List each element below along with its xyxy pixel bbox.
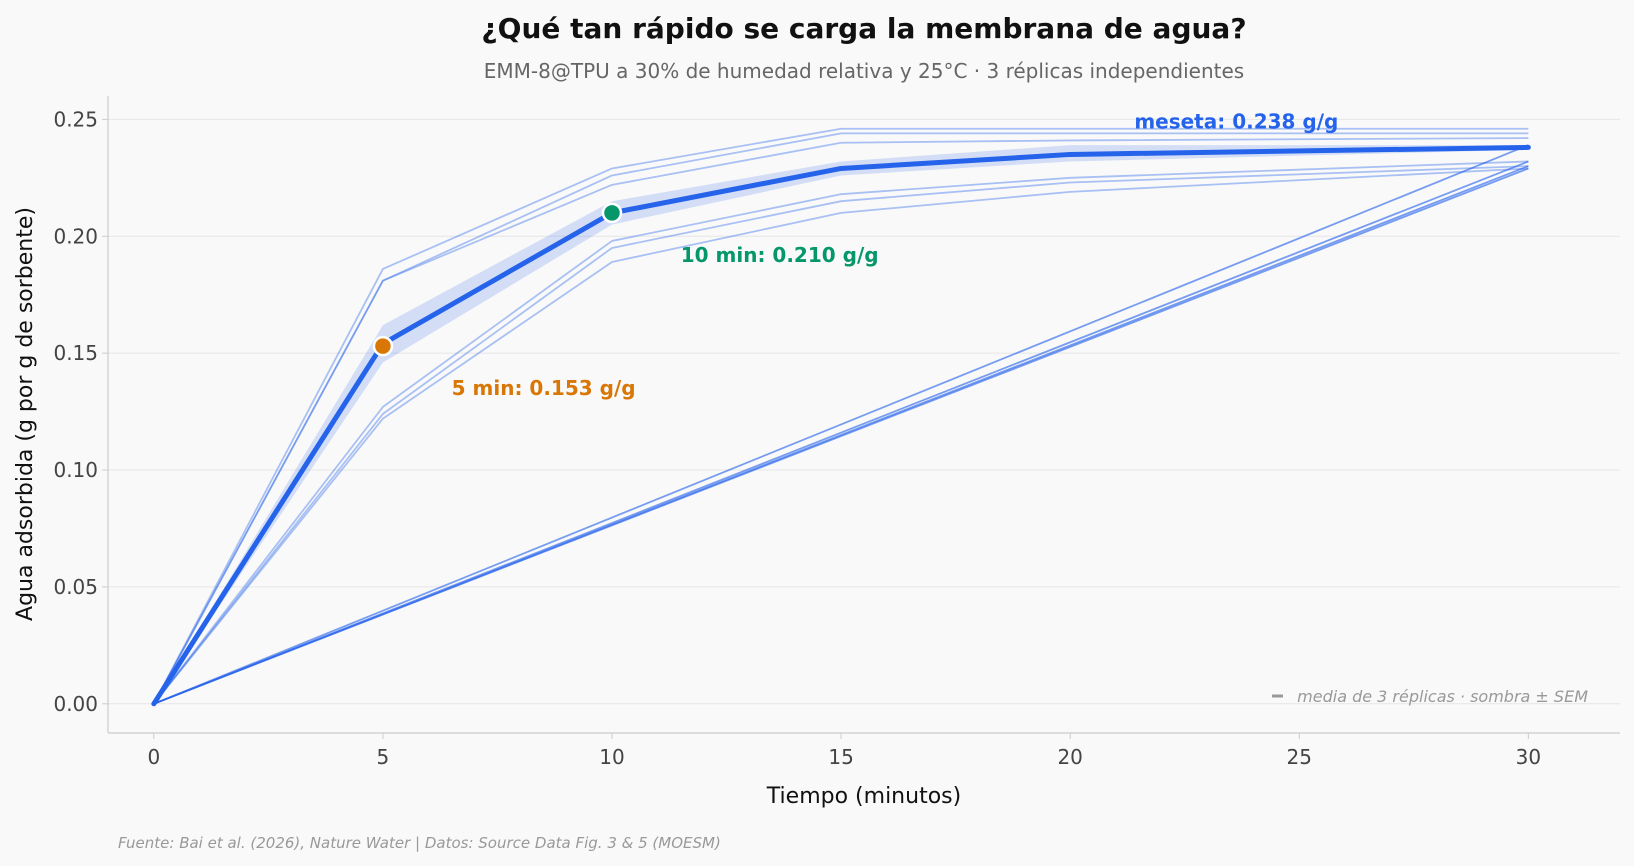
y-axis-label: Agua adsorbida (g por g de sorbente) — [13, 207, 38, 621]
chart-subtitle: EMM-8@TPU a 30% de humedad relativa y 25… — [484, 59, 1244, 83]
mean-line — [151, 144, 1531, 707]
plateau-label: meseta: 0.238 g/g — [1134, 110, 1338, 134]
y-tick-label: 0.25 — [53, 107, 98, 131]
legend-text: media de 3 réplicas · sombra ± SEM — [1297, 687, 1588, 706]
x-axis-label: Tiempo (minutos) — [766, 784, 961, 809]
x-tick-label: 30 — [1516, 745, 1541, 769]
replicate-trace — [153, 167, 1529, 705]
replicate-trace — [153, 144, 1529, 705]
replicate-trace — [153, 132, 1529, 705]
x-tick-label: 0 — [147, 745, 160, 769]
x-tick-label: 25 — [1287, 745, 1312, 769]
mean-layer — [151, 144, 1531, 707]
highlight-point — [372, 335, 394, 357]
x-tick-label: 20 — [1057, 745, 1082, 769]
y-tick-label: 0.00 — [53, 692, 98, 716]
sem-band — [153, 145, 1529, 704]
y-tick-label: 0.10 — [53, 458, 98, 482]
axes-layer: 0.00 0.05 0.10 0.15 0.20 0.25 0 5 10 15 20 25 30 — [53, 96, 1620, 769]
replicate-trace — [153, 167, 1529, 705]
replicate-trace — [153, 165, 1529, 705]
highlight-point — [601, 202, 623, 224]
traces-layer — [153, 127, 1529, 705]
sem-band-layer — [153, 145, 1529, 704]
y-tick-label: 0.15 — [53, 341, 98, 365]
highlight-label: 5 min: 0.153 g/g — [452, 376, 636, 400]
chart-title: ¿Qué tan rápido se carga la membrana de … — [481, 12, 1246, 45]
highlight-points-layer — [372, 202, 623, 357]
annotations-layer: 5 min: 0.153 g/g 10 min: 0.210 g/g meseta:… — [452, 110, 1339, 400]
x-tick-label: 5 — [377, 745, 390, 769]
legend: media de 3 réplicas · sombra ± SEM — [1272, 687, 1588, 706]
source-note: Fuente: Bai et al. (2026), Nature Water … — [118, 834, 721, 852]
highlight-label: 10 min: 0.210 g/g — [681, 243, 879, 267]
grid-layer — [108, 118, 1620, 705]
replicate-trace — [153, 127, 1529, 705]
x-tick-label: 10 — [599, 745, 624, 769]
replicate-trace — [153, 137, 1529, 705]
x-tick-label: 15 — [828, 745, 853, 769]
y-tick-label: 0.05 — [53, 575, 98, 599]
y-tick-label: 0.20 — [53, 224, 98, 248]
replicate-trace — [153, 160, 1529, 705]
